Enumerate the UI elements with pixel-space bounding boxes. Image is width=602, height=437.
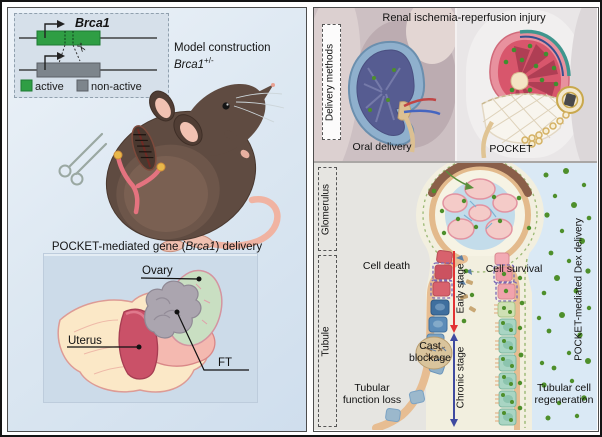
model-title: Model construction xyxy=(174,42,271,54)
fallopian-tube-shape xyxy=(144,280,202,339)
delivery-methods-box: Delivery methods xyxy=(322,24,341,140)
gene-name-label: Brca1 xyxy=(75,16,110,30)
pocket-kidney-illustration xyxy=(481,29,584,158)
pocket-device-icon xyxy=(521,86,584,148)
active-legend-swatch xyxy=(20,79,33,92)
glomerulus-region-label: Glomerulus xyxy=(320,183,332,236)
delivery-methods-label: Delivery methods xyxy=(324,43,336,122)
renal-injury-title: Renal ischemia-reperfusion injury xyxy=(382,12,546,24)
method-divider xyxy=(455,8,457,161)
cast-blockage-shape xyxy=(415,336,453,370)
tubular-cell-regeneration-label: Tubular cell regeneration xyxy=(534,382,594,407)
delivery-methods-subpanel: Renal ischemia-reperfusion injury Delive… xyxy=(314,8,597,161)
glomerulus-region-box: Glomerulus xyxy=(318,167,337,251)
oral-delivery-kidney-illustration xyxy=(347,40,441,153)
anatomy-inset: Ovary Uterus FT xyxy=(43,253,258,403)
tubule-region-box: Tubule xyxy=(318,255,337,427)
model-construction-caption: Model construction Brca1+/- xyxy=(174,41,304,73)
gene-construct-inset: Brca1 ✂ active non-active xyxy=(14,13,169,98)
ovary-label: Ovary xyxy=(142,265,173,277)
suture-wound xyxy=(131,125,157,171)
early-stage-line xyxy=(450,251,458,333)
subpanel-divider xyxy=(314,161,597,163)
inactive-legend-swatch xyxy=(76,79,89,92)
mouse-illustration xyxy=(105,83,285,253)
renal-injury-panel: Renal ischemia-reperfusion injury Delive… xyxy=(313,7,599,432)
pocket-dex-delivery-label: POCKET-mediated Dex delivery xyxy=(573,218,585,361)
nephron-illustration xyxy=(372,163,592,430)
cell-death-label: Cell death xyxy=(362,260,411,272)
model-construction-panel: Brca1 ✂ active non-active Model construc… xyxy=(7,7,307,432)
model-genotype: Brca1+/- xyxy=(174,55,214,71)
inactive-legend-label: non-active xyxy=(91,81,142,93)
dex-particles xyxy=(431,168,592,421)
tubule-region-label: Tubule xyxy=(320,326,332,357)
regenerating-cells xyxy=(498,318,517,426)
early-stage-label: Early stage xyxy=(455,263,467,314)
cell-survival-label: Cell survival xyxy=(485,263,543,275)
oral-delivery-label: Oral delivery xyxy=(352,141,412,153)
uterus-label: Uterus xyxy=(68,335,102,347)
reproductive-anatomy-illustration: Ovary Uterus FT xyxy=(57,265,249,393)
active-legend-label: active xyxy=(35,81,64,93)
pocket-label: POCKET xyxy=(489,143,533,155)
cast-blockage-label: Cast blockage xyxy=(408,340,452,365)
tubular-function-loss-label: Tubular function loss xyxy=(342,382,402,407)
ft-label: FT xyxy=(218,357,232,369)
tubule-stages-subpanel: Glomerulus Tubule Early stage Chronic st… xyxy=(314,163,597,430)
gene-construct-diagram: Brca1 ✂ active non-active xyxy=(19,16,157,93)
forceps-icon xyxy=(58,132,108,186)
gene-delivery-title: POCKET-mediated gene (Brca1) delivery xyxy=(51,241,263,253)
chronic-stage-line xyxy=(450,333,458,427)
